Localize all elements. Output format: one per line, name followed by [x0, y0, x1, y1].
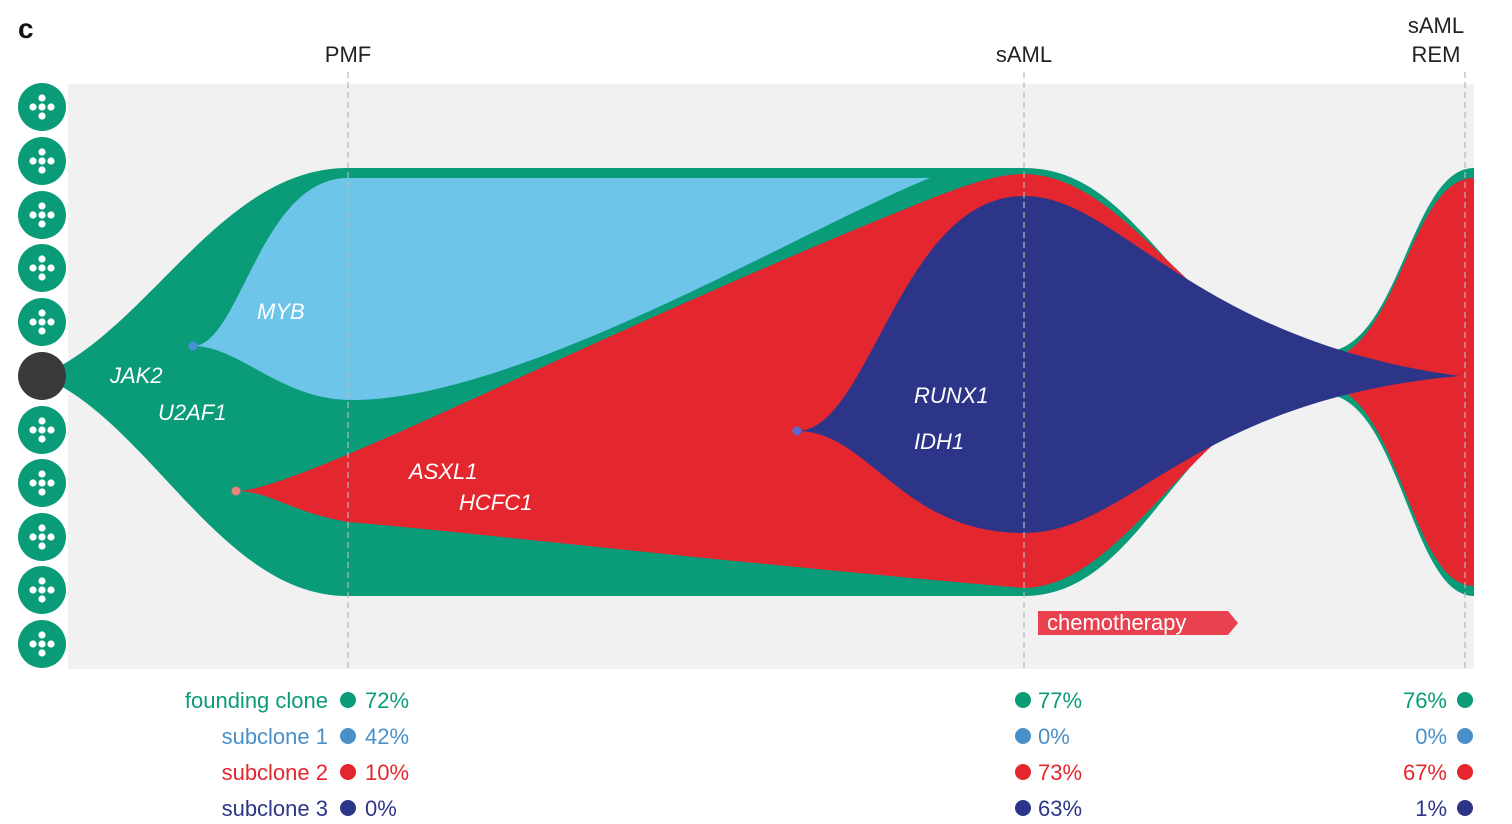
cell-icon: [18, 406, 66, 454]
subclone-3-origin-dot: [792, 426, 802, 436]
legend-name-subclone-3: subclone 3: [222, 796, 328, 821]
panel-letter: c: [18, 13, 34, 44]
rem-value-subclone-1: 0%: [1415, 724, 1447, 749]
cell-icon: [18, 566, 66, 614]
gene-label-runx1: RUNX1: [914, 383, 989, 408]
cell-icon: [18, 244, 66, 292]
subclone-3-shape: [797, 196, 1460, 533]
timepoint-rem-label-line1: sAML: [1408, 13, 1464, 38]
legend-dot-subclone-1: [340, 728, 356, 744]
rem-value-subclone-2: 67%: [1403, 760, 1447, 785]
gene-label-u2af1: U2AF1: [158, 400, 226, 425]
gene-label-idh1: IDH1: [914, 429, 964, 454]
gene-label-hcfc1: HCFC1: [459, 490, 532, 515]
cell-icons-column: [18, 83, 66, 668]
subclone-1-shape: [193, 178, 930, 400]
gene-label-asxl1: ASXL1: [407, 459, 478, 484]
timepoint-saml-label: sAML: [996, 42, 1052, 67]
gene-label-myb: MYB: [257, 299, 305, 324]
cell-icon: [18, 137, 66, 185]
cell-icon: [18, 620, 66, 668]
saml-value-subclone-1: 0%: [1038, 724, 1070, 749]
pmf-value-subclone-3: 0%: [365, 796, 397, 821]
subclone-2-origin-dot: [231, 486, 241, 496]
legend-name-subclone-1: subclone 1: [222, 724, 328, 749]
chemotherapy-arrow: [1038, 611, 1238, 635]
timepoint-rem-label-line2: REM: [1412, 42, 1461, 67]
subclone-1-origin-dot: [188, 341, 198, 351]
legend-dot-subclone-1: [1457, 728, 1473, 744]
legend-dot-subclone-2: [340, 764, 356, 780]
legend-name-founding: founding clone: [185, 688, 328, 713]
legend-dot-subclone-2: [1457, 764, 1473, 780]
saml-value-founding: 77%: [1038, 688, 1082, 713]
cell-icon: [18, 298, 66, 346]
legend-dot-founding: [1015, 692, 1031, 708]
rem-value-founding: 76%: [1403, 688, 1447, 713]
legend-dot-founding: [1457, 692, 1473, 708]
legend-dot-subclone-2: [1015, 764, 1031, 780]
legend-dot-founding: [340, 692, 356, 708]
legend: founding clone subclone 1 subclone 2 sub…: [185, 688, 1473, 821]
legend-dot-subclone-3: [1457, 800, 1473, 816]
gene-label-jak2: JAK2: [109, 363, 163, 388]
rem-value-subclone-3: 1%: [1415, 796, 1447, 821]
saml-value-subclone-2: 73%: [1038, 760, 1082, 785]
founding-cell-icon: [18, 352, 66, 400]
pmf-value-subclone-1: 42%: [365, 724, 409, 749]
legend-dot-subclone-1: [1015, 728, 1031, 744]
pmf-value-founding: 72%: [365, 688, 409, 713]
cell-icon: [18, 459, 66, 507]
cell-icon: [18, 191, 66, 239]
legend-name-subclone-2: subclone 2: [222, 760, 328, 785]
legend-dot-subclone-3: [340, 800, 356, 816]
chemotherapy-label: chemotherapy: [1047, 610, 1186, 635]
cell-icon: [18, 83, 66, 131]
timepoint-pmf-label: PMF: [325, 42, 371, 67]
legend-dot-subclone-3: [1015, 800, 1031, 816]
cell-icon: [18, 513, 66, 561]
pmf-value-subclone-2: 10%: [365, 760, 409, 785]
saml-value-subclone-3: 63%: [1038, 796, 1082, 821]
